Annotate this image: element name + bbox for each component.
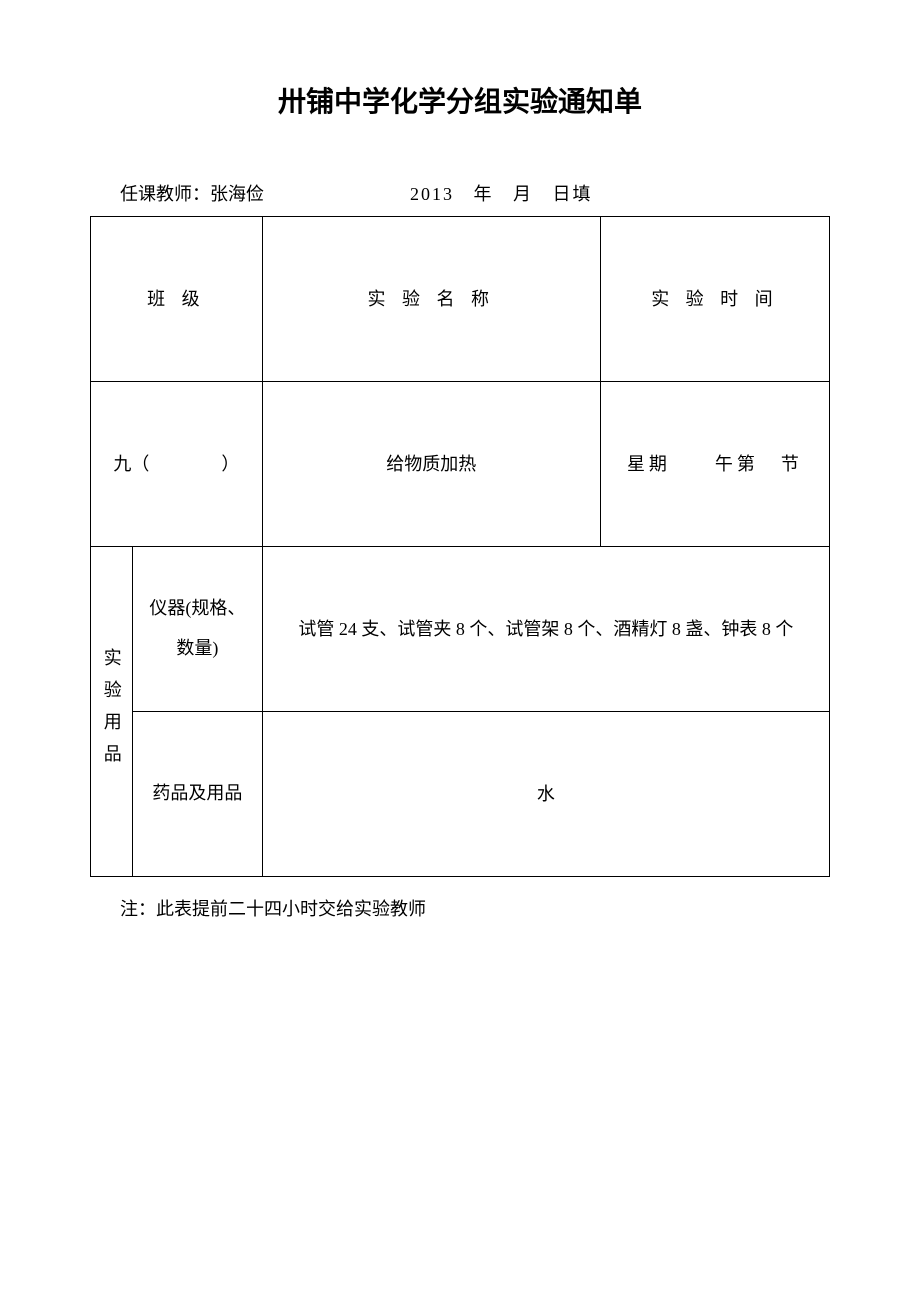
equipment-content: 试管 24 支、试管夹 8 个、试管架 8 个、酒精灯 8 盏、钟表 8 个 [262, 547, 829, 712]
supplies-vertical-label: 实验用品 [91, 547, 133, 877]
cell-class-value: 九（ ） [91, 382, 263, 547]
chemicals-label: 药品及用品 [132, 712, 262, 877]
table-data-row: 九（ ） 给物质加热 星期 午第 节 [91, 382, 830, 547]
cell-time-value: 星期 午第 节 [600, 382, 829, 547]
header-time: 实 验 时 间 [600, 217, 829, 382]
teacher-section: 任课教师：张海俭 [120, 180, 410, 206]
table-equipment-row: 实验用品 仪器(规格、数量) 试管 24 支、试管夹 8 个、试管架 8 个、酒… [91, 547, 830, 712]
header-class: 班 级 [91, 217, 263, 382]
header-line: 任课教师：张海俭 2013 年 月 日填 [90, 180, 830, 206]
teacher-label: 任课教师： [120, 184, 210, 204]
day-label: 日填 [553, 184, 593, 204]
month-label: 月 [513, 184, 533, 204]
footer-note: 注：此表提前二十四小时交给实验教师 [90, 895, 830, 921]
page-title: 卅铺中学化学分组实验通知单 [90, 80, 830, 120]
teacher-name: 张海俭 [210, 184, 264, 204]
table-header-row: 班 级 实 验 名 称 实 验 时 间 [91, 217, 830, 382]
experiment-form-table: 班 级 实 验 名 称 实 验 时 间 九（ ） 给物质加热 星期 午第 节 实… [90, 216, 830, 877]
year-value: 2013 [410, 184, 454, 204]
header-experiment: 实 验 名 称 [262, 217, 600, 382]
equipment-label: 仪器(规格、数量) [132, 547, 262, 712]
year-label: 年 [474, 184, 494, 204]
table-chemicals-row: 药品及用品 水 [91, 712, 830, 877]
date-section: 2013 年 月 日填 [410, 180, 593, 206]
chemicals-content: 水 [262, 712, 829, 877]
cell-experiment-value: 给物质加热 [262, 382, 600, 547]
